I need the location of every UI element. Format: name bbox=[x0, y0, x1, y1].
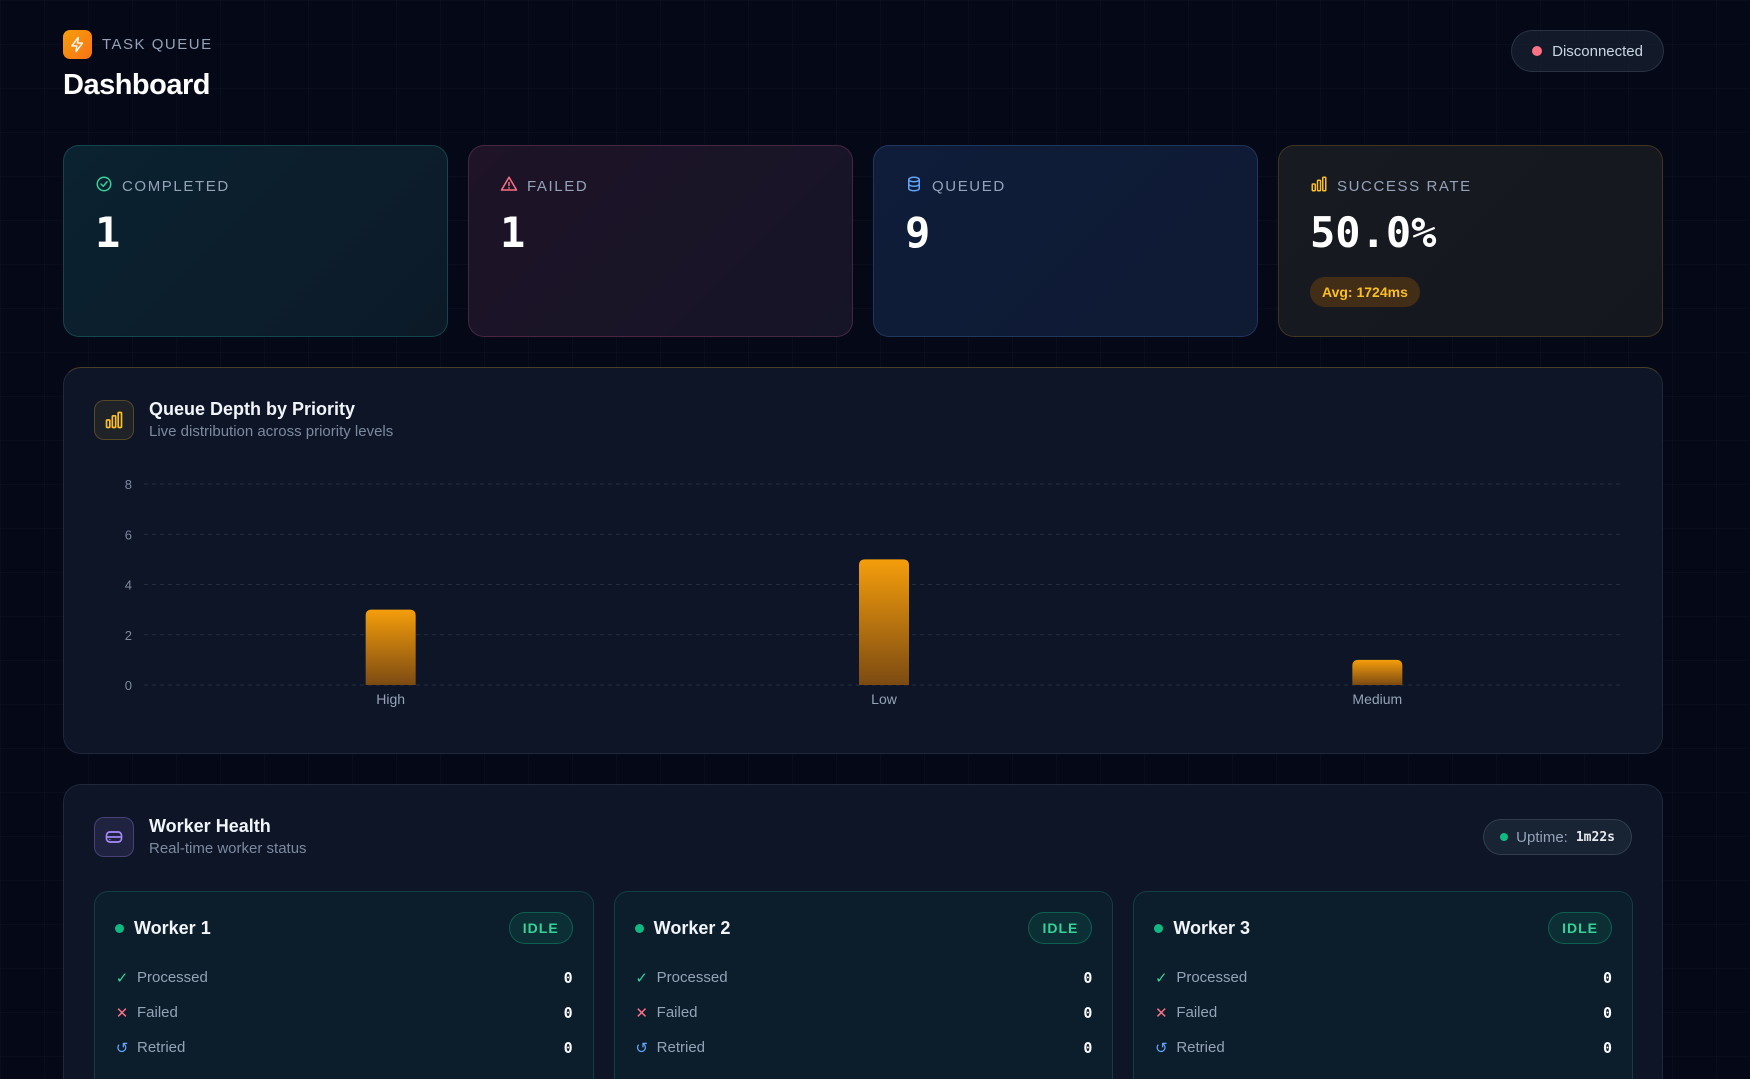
row-value: 0 bbox=[1083, 1038, 1093, 1057]
retry-icon: ↺ bbox=[635, 1039, 648, 1057]
worker-stat-row: ✕ Failed 0 bbox=[1154, 995, 1612, 1030]
row-label: Failed bbox=[656, 1004, 698, 1021]
row-label: Retried bbox=[1176, 1039, 1225, 1056]
y-tick-label: 6 bbox=[125, 527, 132, 542]
worker-status-badge: IDLE bbox=[1548, 912, 1613, 944]
worker-stat-row: ↺ Retried 0 bbox=[635, 1030, 1093, 1065]
brand: TASK QUEUE bbox=[63, 30, 1664, 59]
bar-low[interactable] bbox=[859, 559, 909, 685]
close-icon: ✕ bbox=[1155, 1004, 1168, 1022]
panel-subtitle: Live distribution across priority levels bbox=[149, 423, 394, 440]
uptime-value: 1m22s bbox=[1575, 829, 1615, 845]
database-icon bbox=[905, 175, 923, 198]
brand-name: TASK QUEUE bbox=[102, 36, 213, 53]
stat-card-failed: FAILED 1 bbox=[468, 145, 853, 337]
row-value: 0 bbox=[563, 968, 573, 987]
lightning-icon bbox=[63, 30, 92, 59]
worker-status-badge: IDLE bbox=[508, 912, 573, 944]
row-value: 0 bbox=[1602, 1003, 1613, 1022]
stat-card-queued: QUEUED 9 bbox=[873, 145, 1258, 337]
worker-grid: Worker 1 IDLE ✓ Processed 0 ✕ Failed 0 ↺ Re… bbox=[94, 891, 1634, 1079]
row-label: Failed bbox=[1176, 1004, 1218, 1021]
row-value: 0 bbox=[563, 1003, 573, 1022]
bar-high[interactable] bbox=[365, 609, 416, 685]
retry-icon: ↺ bbox=[1155, 1039, 1168, 1057]
panel-subtitle: Real-time worker status bbox=[149, 840, 307, 857]
page-title: Dashboard bbox=[63, 69, 210, 101]
row-label: Processed bbox=[656, 969, 728, 986]
y-tick-label: 8 bbox=[125, 477, 132, 492]
stat-value: 9 bbox=[905, 208, 931, 257]
stat-label: FAILED bbox=[527, 177, 589, 195]
worker-stat-row: ✓ Processed 0 bbox=[115, 960, 573, 995]
worker-stat-row: ✓ Processed 0 bbox=[635, 960, 1093, 995]
status-dot-icon bbox=[1154, 923, 1164, 933]
row-label: Retried bbox=[656, 1039, 706, 1056]
row-value: 0 bbox=[1602, 968, 1613, 987]
uptime-badge: Uptime: 1m22s bbox=[1483, 819, 1632, 855]
worker-name: Worker 1 bbox=[134, 917, 211, 938]
status-dot-icon bbox=[634, 923, 644, 933]
status-dot-icon bbox=[1532, 46, 1543, 56]
stat-card-success-rate: SUCCESS RATE 50.0% Avg: 1724ms bbox=[1278, 145, 1663, 337]
uptime-label: Uptime: bbox=[1516, 828, 1568, 846]
check-icon: ✓ bbox=[635, 969, 648, 987]
y-tick-label: 4 bbox=[125, 578, 132, 593]
check-icon: ✓ bbox=[115, 969, 129, 987]
worker-card[interactable]: Worker 2 IDLE ✓ Processed 0 ✕ Failed 0 ↺ Re… bbox=[613, 891, 1114, 1079]
connection-status-badge[interactable]: Disconnected bbox=[1511, 30, 1664, 72]
stat-label: SUCCESS RATE bbox=[1337, 177, 1472, 195]
connection-status-label: Disconnected bbox=[1552, 42, 1643, 60]
row-value: 0 bbox=[1083, 1003, 1093, 1022]
stat-label: QUEUED bbox=[932, 177, 1006, 195]
row-label: Failed bbox=[137, 1004, 178, 1021]
stat-value: 1 bbox=[500, 208, 526, 257]
worker-card[interactable]: Worker 3 IDLE ✓ Processed 0 ✕ Failed 0 ↺ Re… bbox=[1133, 891, 1634, 1079]
server-icon bbox=[94, 816, 134, 857]
worker-stat-row: ✓ Processed 0 bbox=[1154, 960, 1612, 995]
worker-stat-row: ✕ Failed 0 bbox=[635, 995, 1093, 1030]
status-dot-icon bbox=[1500, 833, 1509, 841]
stats-row: COMPLETED 1 FAILED 1 QUEUED 9 SUCCESS RA… bbox=[63, 145, 1663, 337]
worker-health-panel: Worker Health Real-time worker status Up… bbox=[63, 784, 1663, 1079]
x-tick-label: Medium bbox=[1352, 691, 1402, 707]
row-value: 0 bbox=[1083, 968, 1093, 987]
y-tick-label: 0 bbox=[125, 678, 132, 693]
worker-stat-row: ✕ Failed 0 bbox=[115, 995, 573, 1030]
row-value: 0 bbox=[563, 1038, 573, 1057]
row-label: Retried bbox=[137, 1039, 186, 1056]
worker-card[interactable]: Worker 1 IDLE ✓ Processed 0 ✕ Failed 0 ↺ Re… bbox=[94, 891, 594, 1079]
worker-status-badge: IDLE bbox=[1028, 912, 1093, 944]
retry-icon: ↺ bbox=[115, 1039, 129, 1057]
stat-value: 1 bbox=[95, 208, 121, 257]
worker-name: Worker 3 bbox=[1173, 917, 1251, 938]
stat-card-completed: COMPLETED 1 bbox=[63, 145, 448, 337]
x-tick-label: Low bbox=[871, 691, 898, 707]
worker-stat-row: ↺ Retried 0 bbox=[115, 1030, 573, 1065]
panel-title: Queue Depth by Priority bbox=[149, 399, 356, 419]
row-label: Processed bbox=[1176, 969, 1248, 986]
close-icon: ✕ bbox=[115, 1004, 129, 1022]
avg-latency-badge: Avg: 1724ms bbox=[1310, 277, 1420, 307]
worker-name: Worker 2 bbox=[653, 917, 731, 938]
stat-value: 50.0% bbox=[1310, 208, 1437, 257]
row-value: 0 bbox=[1602, 1038, 1613, 1057]
panel-title: Worker Health bbox=[149, 816, 271, 836]
x-tick-label: High bbox=[376, 691, 405, 707]
close-icon: ✕ bbox=[635, 1004, 648, 1022]
y-tick-label: 2 bbox=[125, 628, 132, 643]
status-dot-icon bbox=[115, 923, 124, 933]
row-label: Processed bbox=[137, 969, 208, 986]
stat-label: COMPLETED bbox=[122, 177, 230, 195]
check-icon: ✓ bbox=[1155, 969, 1168, 987]
bar-chart-icon bbox=[94, 399, 134, 440]
queue-depth-panel: Queue Depth by Priority Live distributio… bbox=[63, 367, 1663, 754]
queue-depth-chart: 0 2 4 6 8 High Low Medium bbox=[125, 477, 1624, 707]
bar-medium[interactable] bbox=[1352, 659, 1403, 685]
check-circle-icon bbox=[95, 175, 113, 198]
bar-chart-icon bbox=[1310, 175, 1328, 198]
header: TASK QUEUE Dashboard Disconnected bbox=[63, 30, 1664, 105]
warning-triangle-icon bbox=[500, 175, 518, 198]
worker-stat-row: ↺ Retried 0 bbox=[1154, 1030, 1612, 1065]
